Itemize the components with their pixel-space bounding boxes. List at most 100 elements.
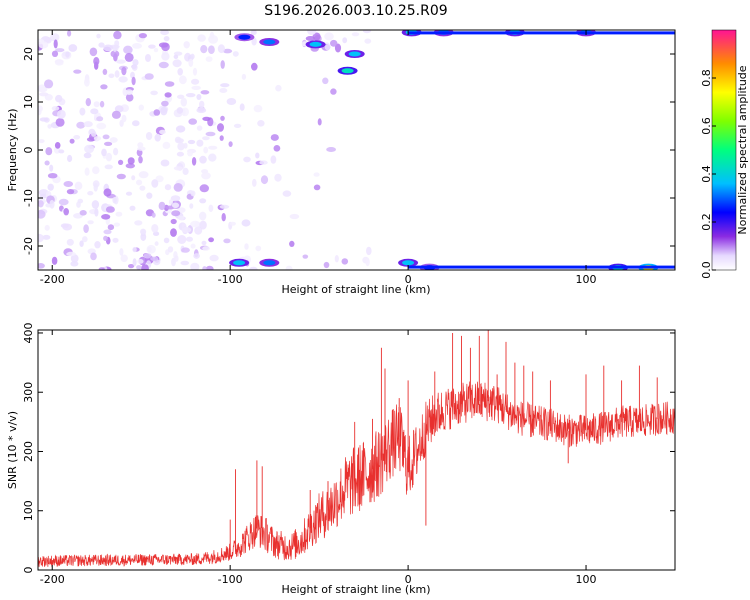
heatmap-cell xyxy=(49,164,54,172)
heatmap-cell xyxy=(199,211,207,221)
heatmap-cell xyxy=(334,43,342,53)
heatmap-cell xyxy=(87,191,94,196)
heatmap-cell xyxy=(116,173,126,180)
heatmap-cell xyxy=(187,139,196,145)
heatmap-cell xyxy=(83,121,93,128)
heatmap-cell xyxy=(244,243,249,250)
heatmap-feature-core xyxy=(263,39,276,45)
heatmap-cell xyxy=(125,89,133,95)
heatmap-cell xyxy=(160,159,170,167)
heatmap-cell xyxy=(121,66,127,76)
heatmap-cell xyxy=(164,81,175,87)
snr-frame xyxy=(37,329,676,571)
heatmap-cell xyxy=(190,220,201,228)
heatmap-band xyxy=(408,265,675,269)
snr-panel: -200 -100 0 100 0 100 200 300 400 Height of str… xyxy=(6,322,676,596)
heatmap-cell xyxy=(223,238,231,244)
heatmap-cell xyxy=(160,106,168,116)
heatmap-cell xyxy=(58,149,65,154)
heatmap-cell xyxy=(114,105,124,113)
heatmap-cell xyxy=(201,240,207,246)
colorbar-tick-label: 0.2 xyxy=(700,213,713,231)
heatmap-cell xyxy=(47,124,52,129)
heatmap-cell xyxy=(63,181,74,187)
heatmap-cell xyxy=(190,53,195,60)
heatmap-cell xyxy=(137,259,144,264)
heatmap-cell xyxy=(173,183,183,192)
heatmap-cell xyxy=(366,246,372,256)
heatmap-cell xyxy=(255,245,262,252)
heatmap-cell xyxy=(125,191,133,196)
heatmap-cell xyxy=(84,77,90,87)
heatmap-cell xyxy=(233,123,242,128)
heatmap-cell xyxy=(73,135,81,140)
heatmap-cell xyxy=(164,92,172,98)
heatmap-cell xyxy=(194,226,203,235)
heatmap-cell xyxy=(259,160,268,165)
colorbar: 0.0 0.2 0.4 0.6 0.8 Normalized spectral ampl… xyxy=(700,29,749,279)
heatmap-band xyxy=(408,31,675,35)
heatmap-cell xyxy=(113,147,119,156)
heatmap-cell xyxy=(102,134,110,140)
heatmap-cell xyxy=(51,50,59,57)
heatmap-cell xyxy=(334,255,339,263)
heatmap-cell xyxy=(190,190,196,197)
heatmap-y-tick-label: 20 xyxy=(22,47,35,61)
heatmap-cell xyxy=(205,265,214,270)
heatmap-cells xyxy=(38,30,372,270)
heatmap-cell xyxy=(153,109,161,116)
heatmap-cell xyxy=(181,226,192,233)
heatmap-cell xyxy=(324,32,334,41)
heatmap-cell xyxy=(82,236,88,243)
heatmap-cell xyxy=(160,30,169,36)
heatmap-cell xyxy=(148,44,156,49)
heatmap-x-ticks: -200 -100 0 100 xyxy=(40,30,597,286)
heatmap-y-tick-label: -10 xyxy=(22,189,35,207)
heatmap-cell xyxy=(221,213,226,222)
heatmap-cell xyxy=(113,30,122,40)
colorbar-tick-label: 0.0 xyxy=(700,261,713,279)
heatmap-cell xyxy=(177,142,185,151)
heatmap-cell xyxy=(138,33,147,39)
heatmap-cell xyxy=(285,265,293,270)
heatmap-cell xyxy=(101,214,111,220)
heatmap-cell xyxy=(188,58,194,67)
heatmap-cell xyxy=(118,159,124,165)
colorbar-tick-label: 0.6 xyxy=(700,117,713,135)
heatmap-cell xyxy=(241,73,247,80)
heatmap-cell xyxy=(116,59,126,64)
heatmap-feature-core xyxy=(238,34,251,40)
heatmap-cell xyxy=(112,196,117,204)
heatmap-cell xyxy=(101,148,107,157)
heatmap-x-tick-label: -100 xyxy=(218,273,243,286)
heatmap-cell xyxy=(191,85,201,90)
heatmap-cell xyxy=(222,48,233,54)
heatmap-cell xyxy=(55,60,64,66)
heatmap-cell xyxy=(94,241,101,249)
heatmap-cell xyxy=(171,202,180,209)
heatmap-cell xyxy=(151,212,156,218)
heatmap-cell xyxy=(175,125,186,133)
heatmap-cell xyxy=(90,108,99,115)
heatmap-cell xyxy=(146,244,156,254)
heatmap-cell xyxy=(91,130,97,137)
heatmap-cell xyxy=(228,141,233,148)
heatmap-cell xyxy=(51,106,60,111)
heatmap-cell xyxy=(202,266,207,270)
heatmap-cell xyxy=(192,67,198,76)
heatmap-cell xyxy=(251,37,257,46)
heatmap-cell xyxy=(44,79,54,89)
heatmap-cell xyxy=(190,243,196,249)
heatmap-cell xyxy=(121,114,127,123)
heatmap-cell xyxy=(205,56,213,62)
heatmap-cell xyxy=(324,44,331,51)
heatmap-cell xyxy=(151,224,159,233)
heatmap-cell xyxy=(84,167,90,176)
heatmap-cell xyxy=(98,267,105,270)
heatmap-cell xyxy=(177,68,183,76)
heatmap-cell xyxy=(282,190,292,197)
heatmap-cell xyxy=(208,35,219,44)
heatmap-cell xyxy=(202,136,210,141)
heatmap-cell xyxy=(93,101,100,108)
heatmap-cell xyxy=(118,76,128,83)
